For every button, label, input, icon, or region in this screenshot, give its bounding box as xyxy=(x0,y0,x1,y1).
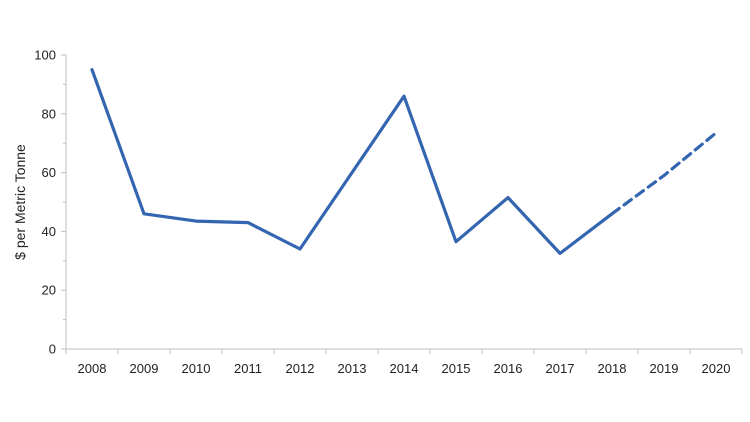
y-tick-label: 80 xyxy=(42,106,56,121)
x-tick-label: 2011 xyxy=(234,361,262,376)
x-tick-label: 2018 xyxy=(598,361,627,376)
x-tick-label: 2020 xyxy=(702,361,731,376)
y-tick-label: 0 xyxy=(49,342,56,357)
y-tick-label: 20 xyxy=(42,283,56,298)
x-tick-label: 2017 xyxy=(546,361,575,376)
x-tick-label: 2012 xyxy=(286,361,315,376)
y-tick-label: 60 xyxy=(42,165,56,180)
x-tick-label: 2008 xyxy=(78,361,107,376)
x-tick-label: 2009 xyxy=(130,361,159,376)
x-tick-label: 2016 xyxy=(494,361,523,376)
series-lines xyxy=(90,68,718,255)
projected-series-line xyxy=(610,131,718,216)
x-axis: 2008 2009 2010 2011 2012 2013 2014 2015 2016 2017… xyxy=(65,348,743,376)
x-tick-label: 2019 xyxy=(650,361,679,376)
historical-series-line xyxy=(90,68,614,255)
y-axis-title: $ per Metric Tonne xyxy=(12,144,28,260)
x-tick-label: 2015 xyxy=(442,361,471,376)
x-tick-label: 2014 xyxy=(390,361,419,376)
y-tick-label: 100 xyxy=(34,48,56,63)
y-axis: 0 20 40 60 80 100 xyxy=(34,48,67,357)
x-tick-label: 2010 xyxy=(182,361,211,376)
x-tick-label: 2013 xyxy=(338,361,367,376)
y-tick-label: 40 xyxy=(42,224,56,239)
